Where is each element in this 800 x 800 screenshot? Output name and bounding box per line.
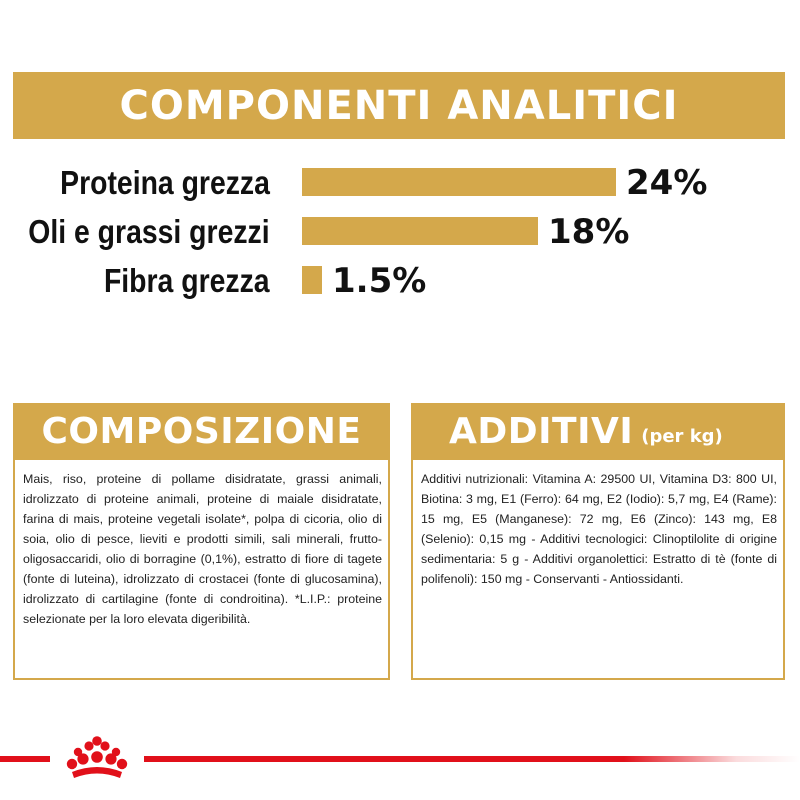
analytic-bar xyxy=(302,168,616,196)
analytics-title: COMPONENTI ANALITICI xyxy=(119,82,679,129)
additives-title: ADDITIVI xyxy=(449,410,634,452)
analytics-banner: COMPONENTI ANALITICI xyxy=(13,72,785,139)
analytic-row-protein: Proteina grezza 24% xyxy=(0,163,800,203)
analytic-label: Oli e grassi grezzi xyxy=(28,213,270,250)
additives-text: Additivi nutrizionali: Vitamina A: 29500… xyxy=(421,472,777,586)
additives-box: Additivi nutrizionali: Vitamina A: 29500… xyxy=(411,460,785,680)
analytic-value: 24% xyxy=(626,163,708,203)
analytic-row-fibre: Fibra grezza 1.5% xyxy=(0,261,800,301)
analytic-label: Proteina grezza xyxy=(60,164,270,201)
composition-text: Mais, riso, proteine di pollame disidrat… xyxy=(23,472,382,626)
additives-subtitle: (per kg) xyxy=(641,426,723,447)
composition-title: COMPOSIZIONE xyxy=(41,410,362,452)
analytic-value: 18% xyxy=(548,212,630,252)
additives-header: ADDITIVI (per kg) xyxy=(411,403,785,460)
composition-header: COMPOSIZIONE xyxy=(13,403,390,460)
composition-box: Mais, riso, proteine di pollame disidrat… xyxy=(13,460,390,680)
analytic-bar xyxy=(302,217,538,245)
analytic-bar xyxy=(302,266,322,294)
royal-canin-crown-icon xyxy=(50,732,144,782)
analytic-value: 1.5% xyxy=(332,261,427,301)
brand-red-line xyxy=(0,756,800,762)
analytic-label: Fibra grezza xyxy=(104,262,270,299)
crown-svg xyxy=(66,736,128,778)
analytic-row-fat: Oli e grassi grezzi 18% xyxy=(0,212,800,252)
